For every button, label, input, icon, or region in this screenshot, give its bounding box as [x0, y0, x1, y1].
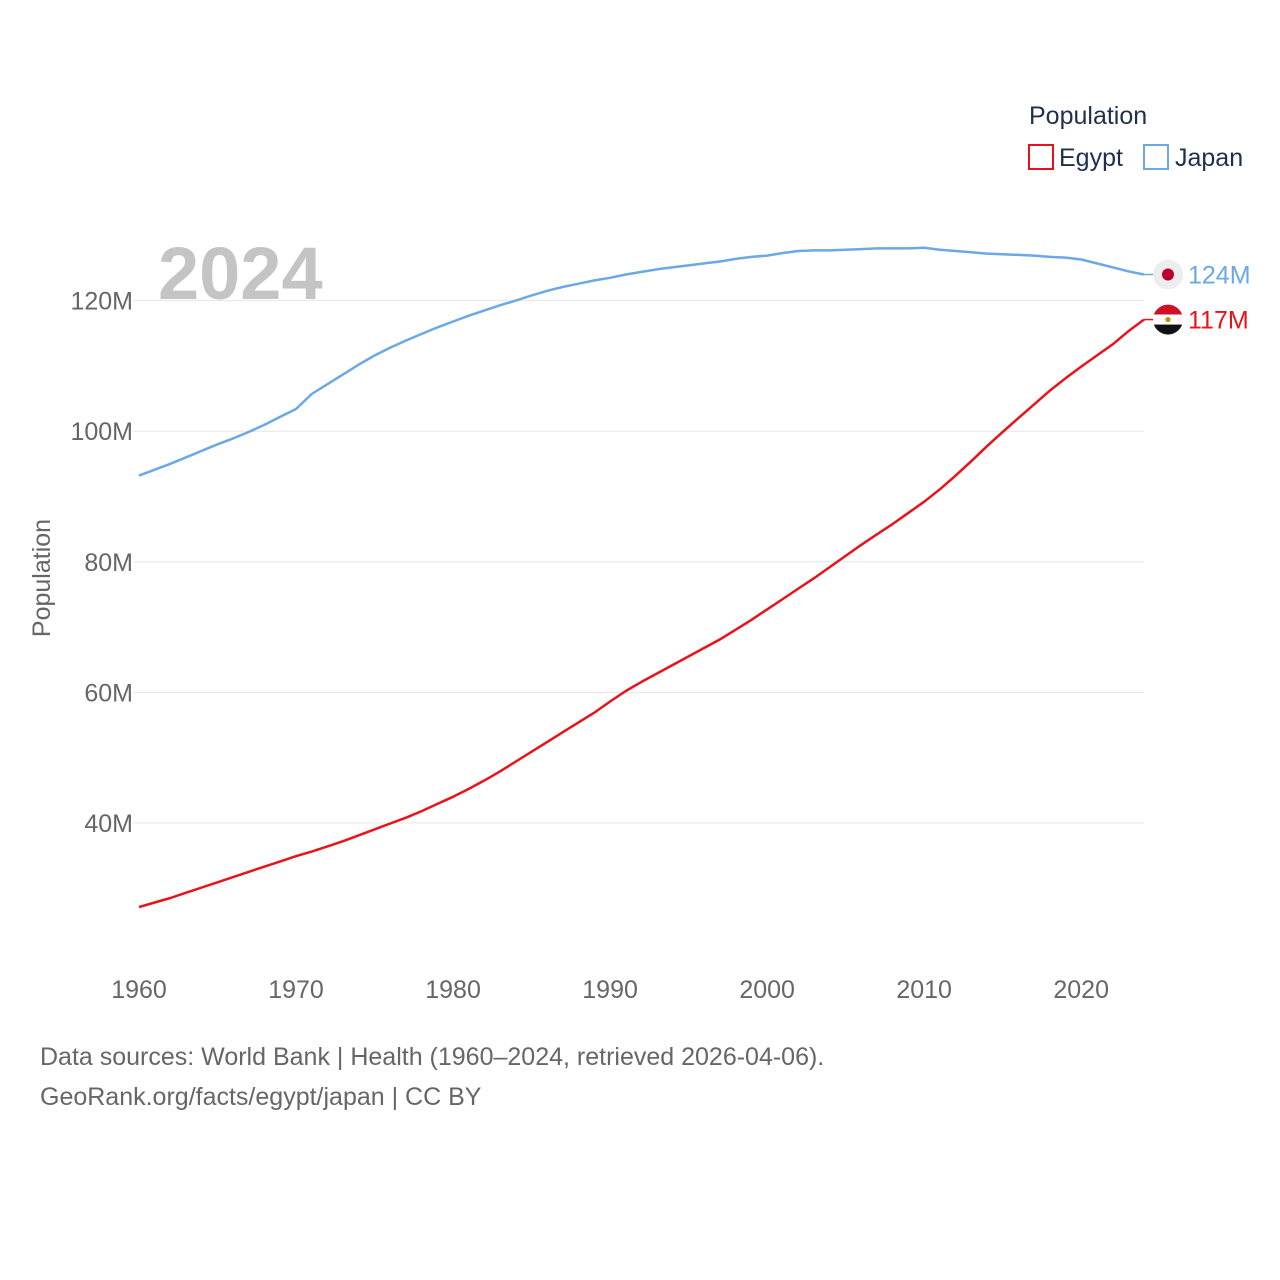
egypt-flag-icon	[1153, 304, 1183, 335]
x-tick-label: 2000	[739, 976, 795, 1004]
series-line-japan	[138, 246, 1145, 477]
flag-emblem	[1165, 316, 1171, 323]
flag-stripe-red	[1153, 304, 1183, 315]
series-end-markers: 117M 124M	[1144, 259, 1251, 335]
legend-swatch-egypt	[1028, 144, 1054, 170]
x-tick-label: 1970	[268, 976, 324, 1004]
y-tick-label: 80M	[84, 549, 133, 577]
flag-disc	[1162, 268, 1174, 281]
y-tick-label: 60M	[84, 679, 133, 707]
flag-stripes	[1153, 304, 1183, 335]
source-link-text[interactable]: GeoRank.org/facts/egypt/japan | CC BY	[40, 1083, 482, 1111]
x-tick-label: 1990	[582, 976, 638, 1004]
gridlines	[133, 300, 1144, 824]
data-source-text: Data sources: World Bank | Health (1960–…	[40, 1043, 825, 1071]
x-axis-ticks: 1960 1970 1980 1990 2000 2010 2020	[111, 976, 1109, 1004]
legend-title: Population	[1029, 102, 1147, 130]
end-value-label-japan: 124M	[1188, 262, 1251, 290]
end-value-label-egypt: 117M	[1188, 307, 1249, 335]
y-tick-label: 100M	[70, 418, 133, 446]
y-tick-label: 120M	[70, 288, 133, 316]
legend-item-egypt[interactable]: Egypt	[1028, 144, 1123, 172]
y-axis-ticks: 40M 60M 80M 100M 120M	[70, 288, 133, 838]
x-tick-label: 2020	[1053, 976, 1109, 1004]
year-label: 2024	[158, 232, 323, 315]
legend-label-egypt: Egypt	[1059, 144, 1123, 172]
legend: Population Egypt Japan	[1028, 102, 1243, 172]
legend-label-japan: Japan	[1175, 144, 1243, 172]
x-tick-label: 1980	[425, 976, 481, 1004]
series-lines	[138, 246, 1145, 909]
y-axis-label: Population	[28, 519, 56, 637]
y-tick-label: 40M	[84, 810, 133, 838]
flag-stripe-black	[1153, 324, 1183, 335]
x-tick-label: 2010	[896, 976, 952, 1004]
legend-swatch-japan	[1143, 144, 1169, 170]
series-line-egypt	[138, 318, 1145, 909]
x-tick-label: 1960	[111, 976, 167, 1004]
japan-flag-icon	[1153, 259, 1183, 290]
legend-item-japan[interactable]: Japan	[1143, 144, 1243, 172]
